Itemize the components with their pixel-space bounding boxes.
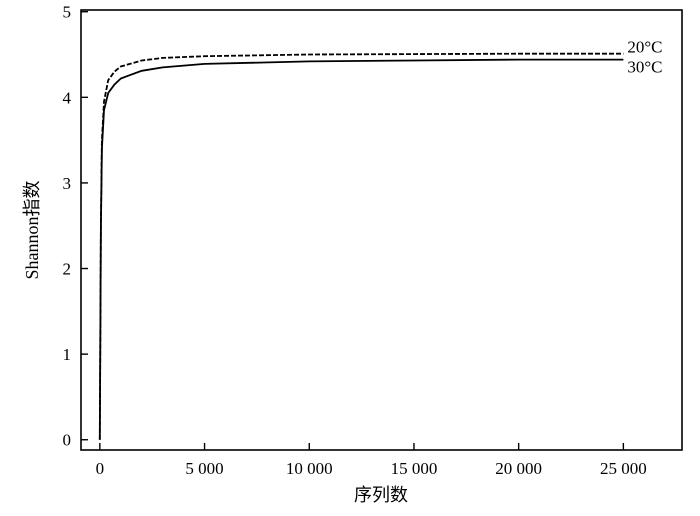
x-axis-label: 序列数 — [354, 485, 408, 505]
series-line-0 — [98, 52, 624, 440]
x-tick-label: 10 000 — [286, 459, 333, 478]
y-tick-label: 5 — [63, 3, 72, 22]
x-tick-label: 20 000 — [495, 459, 542, 478]
y-axis-ticks: 0 1 2 3 4 5 — [63, 3, 88, 450]
series-lines — [98, 52, 624, 440]
x-tick-label: 15 000 — [391, 459, 438, 478]
x-tick-label: 0 — [96, 459, 105, 478]
x-tick-label: 5 000 — [185, 459, 223, 478]
y-tick-label: 1 — [63, 345, 72, 364]
y-tick-label: 4 — [63, 88, 72, 107]
series-line-1 — [98, 58, 624, 440]
y-tick-label: 2 — [63, 260, 72, 279]
y-tick-label: 0 — [63, 431, 72, 450]
x-axis-ticks: 0 5 000 10 000 15 000 20 000 25 000 — [96, 443, 647, 478]
x-tick-label: 25 000 — [600, 459, 647, 478]
series-labels: 20°C30°C — [627, 38, 662, 77]
y-tick-label: 3 — [63, 174, 72, 193]
y-axis-label: Shannon指数 — [22, 181, 42, 280]
series-label: 20°C — [627, 38, 662, 57]
series-label: 30°C — [627, 58, 662, 77]
plot-frame — [80, 9, 683, 451]
